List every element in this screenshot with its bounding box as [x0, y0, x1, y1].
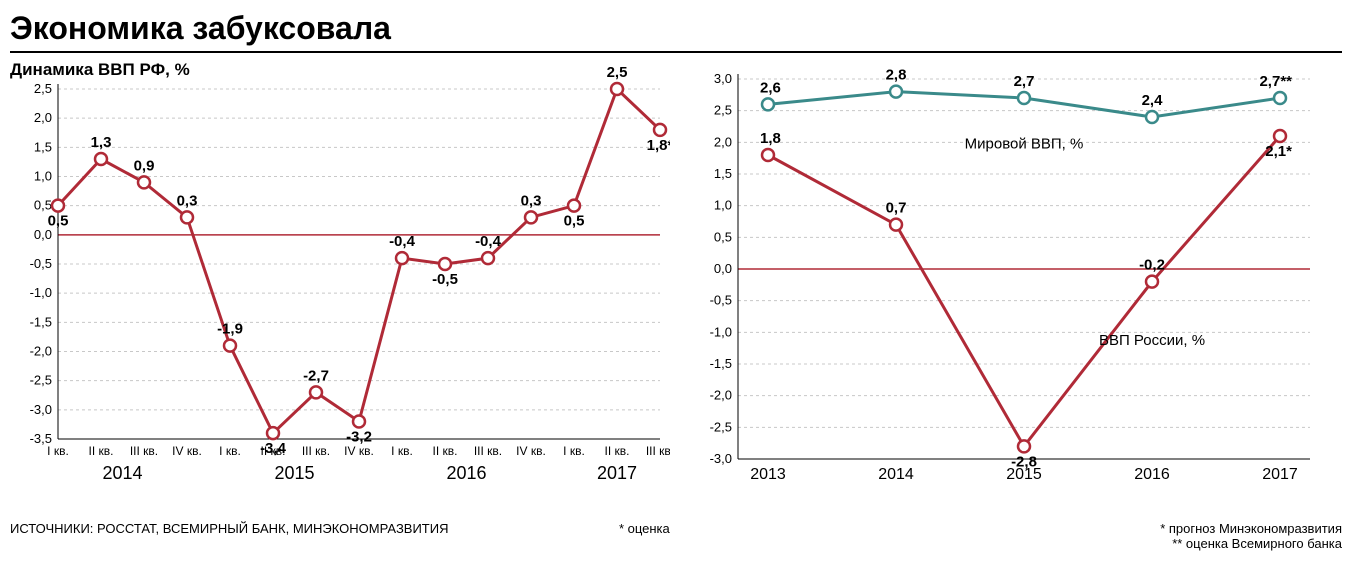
svg-text:1,8: 1,8 — [760, 130, 781, 147]
svg-text:2,1*: 2,1* — [1265, 143, 1292, 160]
svg-text:-3,0: -3,0 — [710, 451, 732, 466]
svg-text:3,0: 3,0 — [714, 71, 732, 86]
chart-left-svg: Динамика ВВП РФ, %-3,5-3,0-2,5-2,0-1,5-1… — [10, 59, 670, 499]
svg-text:I кв.: I кв. — [391, 444, 413, 458]
svg-text:IV кв.: IV кв. — [344, 444, 374, 458]
svg-text:III кв.: III кв. — [474, 444, 502, 458]
chart-right-svg: -3,0 -2,5 -2,0 -1,5 -1,0 -0,5 0,0 0,5 1,0 1,5 2,0 2… — [690, 59, 1330, 499]
svg-text:Динамика ВВП РФ, %: Динамика ВВП РФ, % — [10, 60, 190, 79]
footnotes-right: * прогноз Минэкономразвития ** оценка Вс… — [1160, 521, 1342, 551]
svg-text:II кв.: II кв. — [605, 444, 630, 458]
svg-text:0,0: 0,0 — [714, 261, 732, 276]
charts-row: Динамика ВВП РФ, %-3,5-3,0-2,5-2,0-1,5-1… — [10, 59, 1342, 519]
svg-text:III кв.: III кв. — [302, 444, 330, 458]
svg-text:-1,5: -1,5 — [710, 356, 732, 371]
footnote-forecast: * прогноз Минэкономразвития — [1160, 521, 1342, 536]
page-title: Экономика забуксовала — [10, 10, 1342, 47]
svg-text:I кв.: I кв. — [47, 444, 69, 458]
svg-text:2,5: 2,5 — [714, 103, 732, 118]
svg-text:0,5: 0,5 — [34, 198, 52, 213]
svg-text:1,0: 1,0 — [714, 198, 732, 213]
svg-text:II кв.: II кв. — [89, 444, 114, 458]
footnote-wb: ** оценка Всемирного банка — [1172, 536, 1342, 551]
footer: ИСТОЧНИКИ: РОССТАТ, ВСЕМИРНЫЙ БАНК, МИНЭ… — [10, 521, 1342, 551]
svg-text:ВВП России, %: ВВП России, % — [1099, 332, 1205, 349]
svg-text:1,3: 1,3 — [91, 134, 112, 151]
svg-text:-2,7: -2,7 — [303, 367, 329, 384]
svg-text:I кв.: I кв. — [563, 444, 585, 458]
svg-text:-1,9: -1,9 — [217, 321, 243, 338]
svg-text:2,7: 2,7 — [1014, 73, 1035, 90]
svg-text:2,5: 2,5 — [607, 64, 628, 81]
svg-text:2,4: 2,4 — [1142, 92, 1164, 109]
svg-text:-2,5: -2,5 — [710, 419, 732, 434]
svg-text:-1,0: -1,0 — [30, 285, 52, 300]
svg-text:I кв.: I кв. — [219, 444, 241, 458]
svg-text:2,5: 2,5 — [34, 81, 52, 96]
svg-text:-0,4: -0,4 — [475, 233, 502, 250]
svg-text:0,3: 0,3 — [521, 192, 542, 209]
svg-text:0,5: 0,5 — [48, 213, 69, 230]
svg-text:-0,5: -0,5 — [432, 271, 458, 288]
svg-text:-0,5: -0,5 — [710, 293, 732, 308]
svg-text:2,0: 2,0 — [34, 110, 52, 125]
svg-text:0,9: 0,9 — [134, 157, 155, 174]
svg-text:-0,2: -0,2 — [1139, 257, 1165, 274]
svg-text:II кв.: II кв. — [261, 444, 286, 458]
chart-left: Динамика ВВП РФ, %-3,5-3,0-2,5-2,0-1,5-1… — [10, 59, 670, 519]
svg-text:IV кв.: IV кв. — [516, 444, 546, 458]
divider — [10, 51, 1342, 53]
svg-text:1,5: 1,5 — [714, 166, 732, 181]
svg-text:2015: 2015 — [1006, 466, 1042, 483]
svg-text:2017: 2017 — [597, 463, 637, 483]
svg-text:2016: 2016 — [1134, 466, 1170, 483]
svg-text:-2,0: -2,0 — [30, 344, 52, 359]
svg-text:III кв.: III кв. — [130, 444, 158, 458]
svg-text:2015: 2015 — [274, 463, 314, 483]
svg-text:2014: 2014 — [102, 463, 142, 483]
svg-text:2,6: 2,6 — [760, 79, 781, 96]
svg-text:2014: 2014 — [878, 466, 914, 483]
sources-label: ИСТОЧНИКИ: РОССТАТ, ВСЕМИРНЫЙ БАНК, МИНЭ… — [10, 521, 448, 551]
svg-text:-2,0: -2,0 — [710, 388, 732, 403]
svg-text:2017: 2017 — [1262, 466, 1298, 483]
svg-text:-3,2: -3,2 — [346, 429, 372, 446]
svg-text:III кв.: III кв. — [646, 444, 670, 458]
svg-text:-1,5: -1,5 — [30, 314, 52, 329]
svg-text:-1,0: -1,0 — [710, 324, 732, 339]
svg-text:1,8*: 1,8* — [647, 137, 670, 154]
svg-text:-0,4: -0,4 — [389, 233, 416, 250]
svg-text:2016: 2016 — [446, 463, 486, 483]
footnote-est: * оценка — [619, 521, 670, 551]
svg-text:1,5: 1,5 — [34, 139, 52, 154]
svg-text:-2,5: -2,5 — [30, 373, 52, 388]
svg-text:0,3: 0,3 — [177, 192, 198, 209]
svg-text:0,5: 0,5 — [714, 229, 732, 244]
chart-right: -3,0 -2,5 -2,0 -1,5 -1,0 -0,5 0,0 0,5 1,0 1,5 2,0 2… — [690, 59, 1330, 519]
svg-text:0,5: 0,5 — [564, 213, 585, 230]
svg-text:2,7**: 2,7** — [1259, 73, 1292, 90]
svg-text:-0,5: -0,5 — [30, 256, 52, 271]
svg-text:2,0: 2,0 — [714, 134, 732, 149]
svg-text:-3,0: -3,0 — [30, 402, 52, 417]
svg-text:IV кв.: IV кв. — [172, 444, 202, 458]
svg-text:Мировой ВВП, %: Мировой ВВП, % — [965, 136, 1084, 153]
svg-text:1,0: 1,0 — [34, 169, 52, 184]
svg-text:2013: 2013 — [750, 466, 786, 483]
svg-text:II кв.: II кв. — [433, 444, 458, 458]
svg-text:0,7: 0,7 — [886, 200, 907, 217]
svg-text:2,8: 2,8 — [886, 67, 907, 84]
